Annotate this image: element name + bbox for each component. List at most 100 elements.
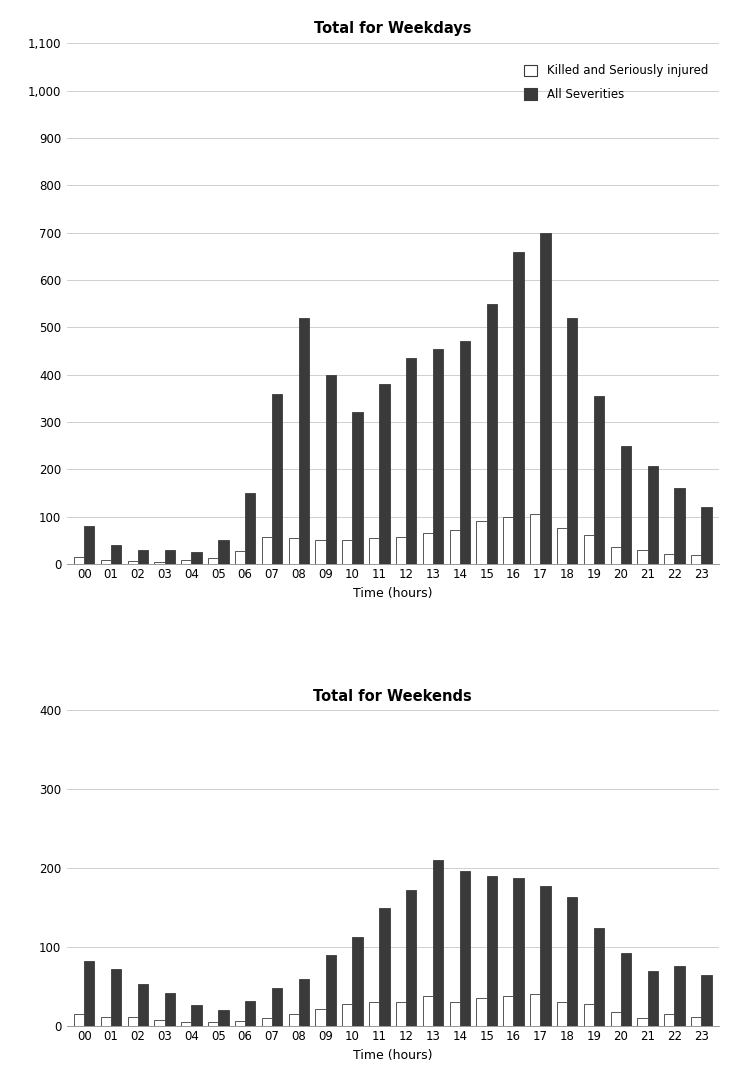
Bar	[476, 998, 487, 1026]
Bar	[154, 562, 165, 564]
Bar	[701, 508, 711, 564]
Bar	[503, 996, 514, 1026]
Bar	[235, 551, 245, 564]
Bar	[84, 960, 94, 1026]
Bar	[557, 528, 567, 564]
Bar	[557, 1002, 567, 1026]
Bar	[530, 995, 540, 1026]
Bar	[235, 1022, 245, 1026]
Bar	[701, 975, 711, 1026]
Bar	[316, 540, 325, 564]
Bar	[691, 555, 701, 564]
Bar	[423, 996, 433, 1026]
Bar	[540, 886, 551, 1026]
Bar	[208, 558, 219, 564]
Bar	[450, 1002, 460, 1026]
Bar	[487, 303, 497, 564]
Bar	[369, 538, 379, 564]
Bar	[530, 514, 540, 564]
Bar	[111, 969, 122, 1026]
Bar	[540, 232, 551, 564]
Bar	[325, 955, 336, 1026]
Bar	[406, 359, 416, 564]
Bar	[584, 1004, 594, 1026]
Bar	[262, 1018, 272, 1026]
Bar	[674, 488, 685, 564]
Bar	[182, 561, 191, 564]
Bar	[316, 1009, 325, 1026]
Bar	[621, 446, 631, 564]
Bar	[84, 526, 94, 564]
Bar	[101, 1016, 111, 1026]
Bar	[567, 318, 577, 564]
Bar	[353, 936, 362, 1026]
Bar	[219, 540, 228, 564]
Bar	[272, 988, 282, 1026]
Bar	[379, 384, 390, 564]
Bar	[611, 548, 621, 564]
Bar	[325, 375, 336, 564]
Bar	[342, 1004, 353, 1026]
Bar	[245, 1001, 256, 1026]
Bar	[342, 540, 353, 564]
Bar	[74, 557, 84, 564]
Bar	[611, 1012, 621, 1026]
Bar	[288, 538, 299, 564]
Bar	[272, 393, 282, 564]
Title: Total for Weekends: Total for Weekends	[313, 689, 472, 704]
Bar	[127, 1016, 138, 1026]
Bar	[111, 545, 122, 564]
Bar	[423, 534, 433, 564]
Bar	[514, 252, 524, 564]
Bar	[299, 318, 309, 564]
Bar	[208, 1022, 219, 1026]
Bar	[369, 1002, 379, 1026]
Bar	[396, 1002, 406, 1026]
Bar	[664, 1014, 674, 1026]
Bar	[691, 1016, 701, 1026]
Bar	[476, 522, 487, 564]
Bar	[74, 1014, 84, 1026]
Bar	[487, 876, 497, 1026]
Bar	[514, 878, 524, 1026]
Bar	[353, 413, 362, 564]
Bar	[191, 1005, 202, 1026]
Bar	[299, 978, 309, 1026]
Bar	[621, 953, 631, 1026]
Bar	[637, 550, 648, 564]
Bar	[433, 349, 443, 564]
Bar	[127, 561, 138, 564]
Legend: Killed and Seriously injured, All Severities: Killed and Seriously injured, All Severi…	[519, 59, 713, 106]
Bar	[138, 984, 148, 1026]
Bar	[450, 530, 460, 564]
Bar	[138, 550, 148, 564]
Bar	[648, 971, 658, 1026]
Bar	[191, 552, 202, 564]
Bar	[219, 1010, 228, 1026]
Bar	[262, 537, 272, 564]
Bar	[154, 1020, 165, 1026]
Bar	[460, 870, 470, 1026]
X-axis label: Time (hours): Time (hours)	[353, 586, 433, 599]
X-axis label: Time (hours): Time (hours)	[353, 1049, 433, 1062]
Bar	[594, 928, 604, 1026]
Bar	[165, 550, 175, 564]
Bar	[637, 1018, 648, 1026]
Bar	[584, 535, 594, 564]
Bar	[433, 861, 443, 1026]
Bar	[165, 993, 175, 1026]
Bar	[664, 554, 674, 564]
Bar	[594, 396, 604, 564]
Bar	[406, 890, 416, 1026]
Bar	[674, 966, 685, 1026]
Bar	[648, 465, 658, 564]
Title: Total for Weekdays: Total for Weekdays	[314, 22, 471, 37]
Bar	[379, 907, 390, 1026]
Bar	[460, 341, 470, 564]
Bar	[503, 516, 514, 564]
Bar	[182, 1022, 191, 1026]
Bar	[396, 537, 406, 564]
Bar	[567, 897, 577, 1026]
Bar	[245, 492, 256, 564]
Bar	[288, 1014, 299, 1026]
